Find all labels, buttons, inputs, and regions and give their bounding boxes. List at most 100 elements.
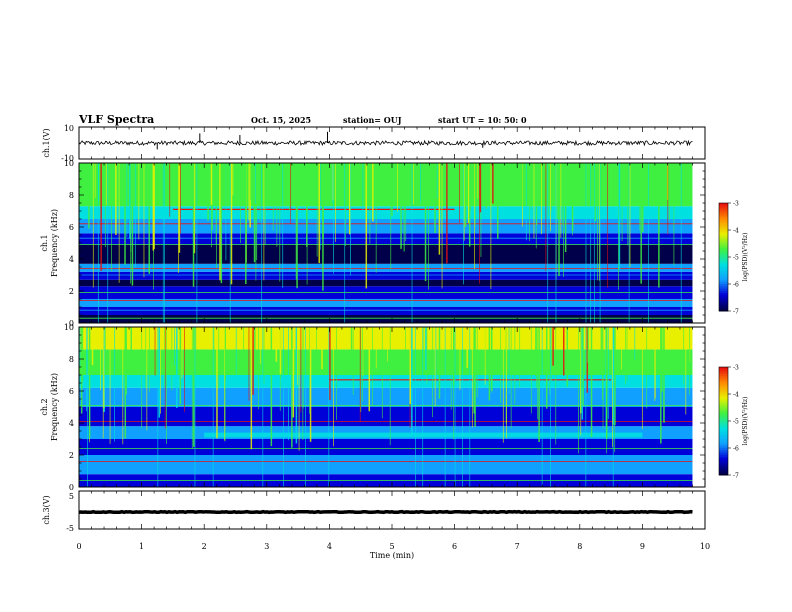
date-label: Oct. 15, 2025 — [251, 115, 311, 125]
x-axis-label: Time (min) — [370, 551, 414, 560]
colorbar-segment — [719, 267, 728, 271]
colorbar-segment — [719, 394, 728, 397]
colorbar-segment — [719, 455, 728, 458]
colorbar-segment — [719, 300, 728, 303]
colorbar-segment — [719, 379, 728, 382]
colorbar-segment — [719, 444, 728, 447]
colorbar-segment — [719, 449, 728, 453]
colorbar-label: log(PSD)(V²/Hz) — [742, 397, 749, 446]
spectrum-band — [79, 187, 693, 207]
colorbar-tick-label: -3 — [733, 201, 739, 208]
colorbar-segment — [719, 251, 728, 254]
ch3-ylabel: ch.3(V) — [42, 495, 51, 524]
colorbar-segment — [719, 219, 728, 222]
colorbar-segment — [719, 255, 728, 258]
spectrum-band — [79, 299, 693, 307]
colorbar-segment — [719, 208, 728, 211]
colorbar-segment — [719, 422, 728, 426]
colorbar-segment — [719, 294, 728, 298]
x-tick-label: 2 — [202, 542, 207, 551]
figure-title: VLF Spectra — [78, 113, 154, 126]
colorbar-segment — [719, 291, 728, 294]
colorbar-segment — [719, 303, 728, 307]
colorbar-segment — [719, 381, 728, 384]
colorbar-segment — [719, 460, 728, 463]
colorbar-segment — [719, 240, 728, 244]
colorbar-segment — [719, 305, 728, 308]
colorbar-segment — [719, 439, 728, 442]
colorbar-segment — [719, 446, 728, 449]
colorbar-segment — [719, 435, 728, 438]
colorbar-segment — [719, 383, 728, 386]
colorbar-segment — [719, 406, 728, 409]
colorbar-segment — [719, 203, 728, 206]
colorbar-segment — [719, 415, 728, 418]
colorbar-segment — [719, 466, 728, 469]
ch3-waveform-panel: 5 -5 ch.3(V) 0 1 2 3 4 5 6 7 8 9 10 Time (min) — [42, 490, 710, 560]
y-tick-label: 8 — [69, 191, 74, 200]
spectrum-band — [79, 163, 693, 187]
spectrum-band — [79, 375, 693, 388]
colorbar-segment — [719, 442, 728, 445]
colorbar-segment — [719, 471, 728, 474]
y-tick-label: 4 — [69, 419, 74, 428]
colorbar-segment — [719, 276, 728, 280]
colorbar-segment — [719, 257, 728, 260]
x-tick-label: 10 — [700, 542, 710, 551]
colorbar-tick-label: -6 — [733, 282, 739, 289]
colorbar-segment — [719, 433, 728, 436]
ch1-ytick-bottom: -10 — [61, 154, 74, 163]
spectrum-band — [79, 279, 693, 287]
colorbar-segment — [719, 385, 728, 388]
colorbar-segment — [719, 368, 728, 372]
colorbar-segment — [719, 273, 728, 276]
y-tick-label: 6 — [69, 387, 74, 396]
colorbar-segment — [719, 244, 728, 247]
colorbar-segment — [719, 239, 728, 242]
ch3-ytick-top: 5 — [69, 492, 74, 501]
colorbar-segment — [719, 285, 728, 289]
colorbar-segment — [719, 302, 728, 305]
colorbar-segment — [719, 249, 728, 253]
colorbar-segment — [719, 410, 728, 413]
colorbar-tick-label: -7 — [733, 473, 739, 480]
colorbar-segment — [719, 421, 728, 424]
spectrum-band — [79, 315, 693, 323]
colorbar-tick-label: -4 — [733, 228, 739, 235]
colorbar-segment — [719, 453, 728, 456]
ch1-spectrogram-panel: 0 2 4 6 8 10 ch.1 Frequency (kHz) -3 -4 -5 -6 -7 l… — [40, 159, 749, 328]
colorbar-segment — [719, 370, 728, 373]
x-tick-label: 6 — [452, 542, 457, 551]
ch2-spectrogram-panel: 0 2 4 6 8 10 ch.2 Frequency (kHz) -3 -4 -5 -6 -7 l… — [40, 323, 749, 492]
colorbar-segment — [719, 233, 728, 236]
y-tick-label: 10 — [64, 323, 74, 332]
y-tick-label: 2 — [69, 287, 74, 296]
colorbar-segment — [719, 426, 728, 429]
colorbar-segment — [719, 386, 728, 390]
colorbar-tick-label: -7 — [733, 309, 739, 316]
colorbar-segment — [719, 440, 728, 444]
colorbar-segment — [719, 213, 728, 217]
colorbar-segment — [719, 408, 728, 411]
colorbar-segment — [719, 242, 728, 245]
spectrum-band — [79, 439, 693, 455]
colorbar-segment — [719, 215, 728, 218]
colorbar-segment — [719, 282, 728, 285]
colorbar-segment — [719, 392, 728, 395]
colorbar-segment — [719, 293, 728, 296]
colorbar-segment — [719, 451, 728, 454]
colorbar-segment — [719, 275, 728, 278]
colorbar-segment — [719, 226, 728, 229]
y-tick-label: 8 — [69, 355, 74, 364]
station-label: station= OUJ — [343, 115, 402, 125]
colorbar-tick-label: -5 — [733, 255, 739, 262]
colorbar-segment — [719, 413, 728, 417]
colorbar-segment — [719, 457, 728, 460]
colorbar-segment — [719, 224, 728, 227]
colorbar-segment — [719, 258, 728, 262]
colorbar-segment — [719, 298, 728, 301]
no-data-region — [692, 163, 705, 323]
ch1-waveform-panel: 10 -10 ch.1(V) — [42, 124, 706, 163]
colorbar-segment — [719, 309, 728, 312]
